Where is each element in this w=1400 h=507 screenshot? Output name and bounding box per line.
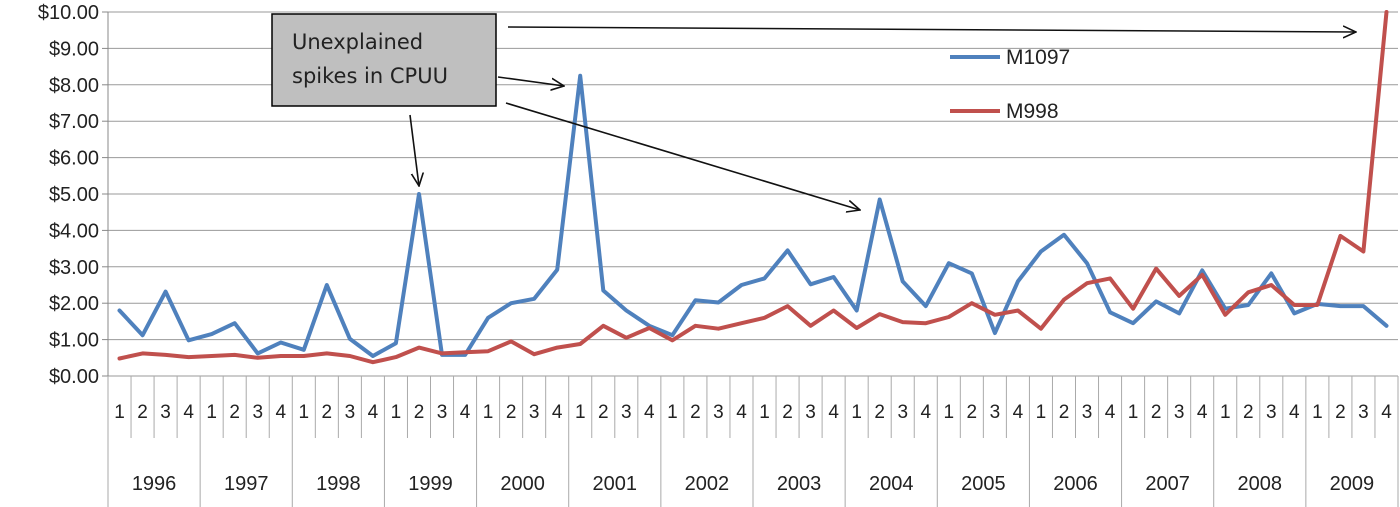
series-line-m998	[117, 10, 1389, 365]
quarter-label: 2	[598, 402, 609, 423]
annotation-line-1: Unexplained	[292, 30, 423, 54]
quarter-label: 1	[206, 402, 217, 423]
quarter-label: 1	[667, 402, 678, 423]
quarter-label: 4	[368, 402, 379, 423]
year-label: 2002	[685, 473, 730, 495]
quarter-label: 3	[252, 402, 263, 423]
annotation-arrow-2009	[507, 27, 1356, 32]
quarter-label: 1	[114, 402, 125, 423]
quarter-label: 1	[851, 402, 862, 423]
quarter-label: 3	[1174, 402, 1185, 423]
year-label: 2006	[1053, 473, 1098, 495]
quarter-label: 1	[944, 402, 955, 423]
quarter-label: 3	[345, 402, 356, 423]
y-tick-label: $10.00	[38, 2, 99, 24]
y-tick-label: $6.00	[49, 148, 99, 170]
year-label: 2004	[869, 473, 914, 495]
y-tick-label: $3.00	[49, 257, 99, 279]
y-tick-label: $9.00	[49, 38, 99, 60]
quarter-label: 2	[1151, 402, 1162, 423]
quarter-label: 4	[275, 402, 286, 423]
quarter-label: 1	[1312, 402, 1323, 423]
quarter-label: 4	[183, 402, 194, 423]
quarter-label: 1	[299, 402, 310, 423]
quarter-label: 2	[229, 402, 240, 423]
quarter-label: 2	[414, 402, 425, 423]
annotation-box	[271, 13, 497, 107]
quarter-label: 2	[690, 402, 701, 423]
quarter-label: 4	[552, 402, 563, 423]
series-lines	[117, 10, 1389, 365]
quarter-label: 3	[713, 402, 724, 423]
annotation-callout: Unexplained spikes in CPUU	[271, 13, 1356, 210]
quarter-label: 4	[1013, 402, 1024, 423]
quarter-label: 1	[391, 402, 402, 423]
quarter-label: 4	[1197, 402, 1208, 423]
year-label: 1999	[408, 473, 453, 495]
y-tick-label: $2.00	[49, 293, 99, 315]
quarter-label: 2	[1059, 402, 1070, 423]
year-label: 2005	[961, 473, 1006, 495]
y-tick-label: $1.00	[49, 330, 99, 352]
y-tick-label: $7.00	[49, 111, 99, 133]
quarter-label: 4	[828, 402, 839, 423]
quarter-label: 4	[460, 402, 471, 423]
year-label: 2000	[500, 473, 545, 495]
year-label: 2007	[1145, 473, 1190, 495]
quarter-label: 4	[1289, 402, 1300, 423]
y-tick-label: $5.00	[49, 184, 99, 206]
quarter-label: 1	[575, 402, 586, 423]
quarter-label: 2	[874, 402, 885, 423]
year-label: 2003	[777, 473, 822, 495]
series-line-m1097	[117, 73, 1389, 358]
gridlines	[108, 11, 1398, 377]
quarter-label: 3	[1358, 402, 1369, 423]
quarter-label: 4	[644, 402, 655, 423]
quarter-label: 3	[805, 402, 816, 423]
year-label: 1997	[224, 473, 269, 495]
legend: M1097 M998	[950, 46, 1070, 123]
year-label: 2001	[593, 473, 638, 495]
quarter-label: 3	[990, 402, 1001, 423]
y-tick-label: $0.00	[49, 366, 99, 388]
quarter-label: 3	[437, 402, 448, 423]
quarter-label: 3	[1082, 402, 1093, 423]
year-label: 1998	[316, 473, 361, 495]
annotation-arrow-1999	[409, 114, 419, 186]
quarter-label: 4	[1381, 402, 1392, 423]
year-label: 2008	[1238, 473, 1283, 495]
quarter-label: 4	[920, 402, 931, 423]
quarter-label: 3	[897, 402, 908, 423]
quarter-label: 2	[782, 402, 793, 423]
quarter-label: 4	[1105, 402, 1116, 423]
quarter-label: 2	[137, 402, 148, 423]
annotation-arrow-2004	[505, 102, 860, 210]
legend-label-m998: M998	[1006, 100, 1059, 123]
quarter-label: 2	[1335, 402, 1346, 423]
legend-label-m1097: M1097	[1006, 46, 1070, 69]
y-axis: $0.00 $1.00 $2.00 $3.00 $4.00 $5.00 $6.00 $7.00…	[38, 2, 109, 388]
year-label: 1996	[132, 473, 177, 495]
quarter-label: 1	[1036, 402, 1047, 423]
quarter-label: 3	[1266, 402, 1277, 423]
y-tick-label: $8.00	[49, 75, 99, 97]
quarter-label: 4	[736, 402, 747, 423]
year-label: 2009	[1330, 473, 1375, 495]
annotation-arrow-2001	[497, 76, 564, 86]
quarter-label: 3	[529, 402, 540, 423]
quarter-label: 2	[506, 402, 517, 423]
annotation-line-2: spikes in CPUU	[292, 64, 448, 88]
quarter-label: 2	[1243, 402, 1254, 423]
quarter-label: 2	[322, 402, 333, 423]
quarter-label: 1	[1220, 402, 1231, 423]
quarter-label: 3	[160, 402, 171, 423]
y-tick-label: $4.00	[49, 220, 99, 242]
quarter-label: 3	[621, 402, 632, 423]
quarter-label: 2	[967, 402, 978, 423]
quarter-label: 1	[483, 402, 494, 423]
quarter-label: 1	[1128, 402, 1139, 423]
quarter-label: 1	[759, 402, 770, 423]
